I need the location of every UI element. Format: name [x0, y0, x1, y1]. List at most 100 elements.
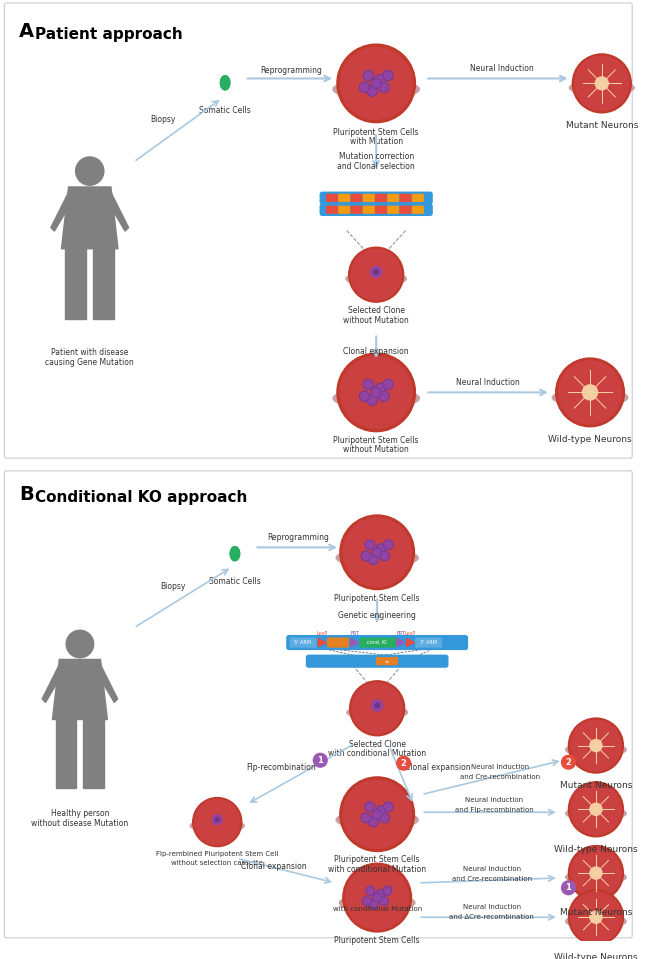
Circle shape — [352, 683, 402, 734]
Ellipse shape — [191, 820, 244, 831]
Circle shape — [373, 893, 382, 902]
Circle shape — [359, 391, 370, 402]
Ellipse shape — [347, 706, 408, 719]
Ellipse shape — [552, 389, 628, 406]
Circle shape — [340, 357, 412, 429]
Circle shape — [568, 846, 623, 901]
Text: Wild-type Neurons: Wild-type Neurons — [554, 952, 638, 959]
Text: Mutant Neurons: Mutant Neurons — [559, 908, 632, 918]
Circle shape — [371, 79, 381, 88]
Circle shape — [379, 391, 389, 402]
Polygon shape — [220, 76, 230, 90]
Text: FRT: FRT — [350, 631, 359, 636]
Polygon shape — [397, 639, 404, 646]
Circle shape — [380, 813, 390, 823]
Text: causing Gene Mutation: causing Gene Mutation — [45, 358, 134, 367]
FancyBboxPatch shape — [364, 195, 374, 201]
FancyBboxPatch shape — [388, 206, 399, 213]
Circle shape — [346, 866, 409, 929]
Polygon shape — [230, 547, 240, 561]
Circle shape — [194, 800, 240, 845]
Circle shape — [351, 249, 401, 300]
FancyBboxPatch shape — [401, 195, 411, 201]
Text: with conditional Mutation: with conditional Mutation — [328, 750, 426, 759]
FancyBboxPatch shape — [360, 638, 395, 647]
Circle shape — [343, 863, 412, 932]
FancyBboxPatch shape — [416, 638, 441, 647]
Circle shape — [397, 757, 410, 770]
Text: without selection cassette: without selection cassette — [171, 860, 263, 866]
Polygon shape — [230, 547, 240, 561]
Circle shape — [340, 47, 412, 120]
Circle shape — [366, 886, 375, 895]
Text: Mutation correction: Mutation correction — [339, 152, 414, 161]
Circle shape — [570, 892, 621, 943]
Text: Neural Induction: Neural Induction — [456, 378, 520, 387]
FancyBboxPatch shape — [320, 192, 432, 203]
Circle shape — [343, 518, 412, 587]
FancyBboxPatch shape — [287, 636, 468, 649]
Circle shape — [596, 77, 609, 90]
Text: Somatic Cells: Somatic Cells — [199, 105, 251, 115]
Polygon shape — [65, 248, 86, 319]
Circle shape — [376, 544, 386, 553]
Polygon shape — [97, 665, 118, 702]
Polygon shape — [52, 660, 107, 719]
Circle shape — [375, 703, 379, 708]
FancyBboxPatch shape — [320, 204, 432, 216]
FancyBboxPatch shape — [351, 195, 362, 201]
Circle shape — [76, 157, 104, 185]
Text: 1: 1 — [565, 883, 572, 892]
Circle shape — [376, 806, 386, 815]
FancyBboxPatch shape — [307, 655, 448, 667]
FancyBboxPatch shape — [376, 206, 386, 213]
Circle shape — [361, 813, 371, 823]
Polygon shape — [56, 719, 76, 788]
Polygon shape — [107, 192, 129, 231]
Text: Genetic engineering: Genetic engineering — [339, 611, 416, 620]
Text: Conditional KO approach: Conditional KO approach — [35, 490, 247, 505]
Ellipse shape — [566, 743, 626, 757]
Ellipse shape — [333, 80, 419, 99]
Text: Wild-type Neurons: Wild-type Neurons — [548, 434, 632, 444]
Circle shape — [363, 380, 373, 389]
Text: Flp-recombination: Flp-recombination — [246, 762, 316, 772]
Text: Pluripotent Stem Cells: Pluripotent Stem Cells — [335, 936, 420, 945]
Text: with conditional Mutation: with conditional Mutation — [328, 865, 426, 875]
Circle shape — [340, 515, 415, 590]
Ellipse shape — [336, 549, 418, 567]
Text: Clonal expansion: Clonal expansion — [242, 862, 307, 871]
Text: 1: 1 — [317, 756, 323, 764]
Text: LoxP: LoxP — [405, 631, 416, 636]
Circle shape — [193, 798, 242, 847]
Circle shape — [370, 900, 378, 909]
Circle shape — [379, 82, 389, 92]
Text: 2: 2 — [565, 758, 572, 767]
Polygon shape — [83, 719, 104, 788]
Circle shape — [570, 720, 621, 771]
Text: and Cre-recombination: and Cre-recombination — [452, 876, 532, 882]
Circle shape — [367, 86, 377, 96]
Circle shape — [349, 247, 404, 302]
Text: without disease Mutation: without disease Mutation — [31, 819, 129, 829]
FancyBboxPatch shape — [327, 206, 337, 213]
Text: without Mutation: without Mutation — [343, 445, 409, 455]
Circle shape — [340, 777, 415, 852]
FancyBboxPatch shape — [401, 206, 411, 213]
Circle shape — [343, 780, 412, 849]
Circle shape — [590, 911, 602, 924]
Text: and Flp-recombination: and Flp-recombination — [455, 807, 533, 813]
FancyBboxPatch shape — [290, 638, 316, 647]
Circle shape — [383, 70, 393, 81]
FancyBboxPatch shape — [327, 195, 337, 201]
Circle shape — [369, 555, 379, 565]
Circle shape — [359, 82, 370, 92]
Circle shape — [570, 784, 621, 834]
Circle shape — [558, 361, 621, 424]
Circle shape — [380, 897, 388, 905]
Polygon shape — [61, 187, 118, 248]
Text: Neural Induction: Neural Induction — [463, 866, 521, 872]
Text: without Mutation: without Mutation — [343, 316, 409, 325]
Text: Biopsy: Biopsy — [151, 115, 176, 124]
FancyBboxPatch shape — [413, 206, 423, 213]
